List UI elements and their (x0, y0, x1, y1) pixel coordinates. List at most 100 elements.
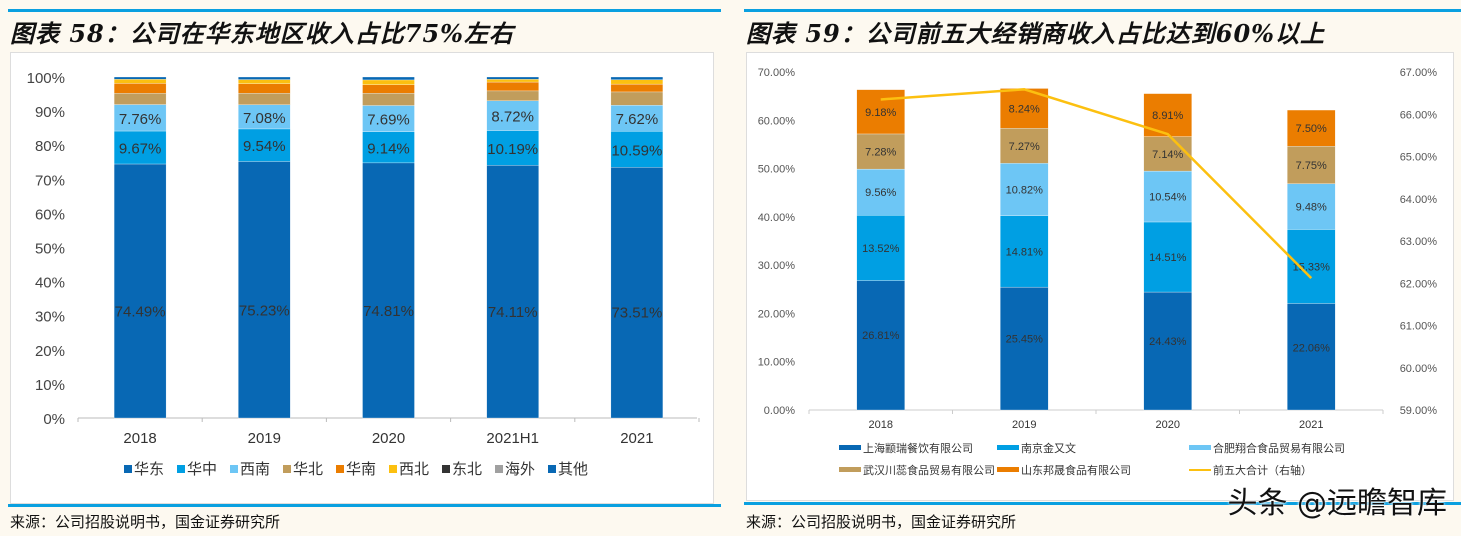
bar-segment (238, 104, 291, 130)
figure-title: 图表 59：公司前五大经销商收入占比达到60%以上 (746, 19, 1325, 48)
bar-segment (1143, 170, 1192, 223)
y-tick-label: 10% (35, 377, 65, 394)
data-label: 10.59% (611, 142, 662, 159)
legend-swatch (177, 465, 185, 473)
bar-segment (1143, 136, 1192, 172)
x-tick-label: 2020 (1156, 419, 1180, 431)
bar-segment (610, 91, 664, 106)
y-tick-label: 30.00% (758, 260, 796, 272)
y-tick-label: 90% (35, 104, 65, 121)
legend-swatch (495, 465, 503, 473)
y-tick-label: 50% (35, 241, 65, 258)
y2-tick-label: 66.00% (1400, 109, 1438, 121)
data-label: 15.33% (1293, 261, 1331, 273)
bar-segment (486, 100, 539, 131)
bar-segment (238, 128, 291, 162)
top-rule (744, 9, 1461, 12)
legend-label: 合肥翔合食品贸易有限公司 (1213, 441, 1345, 455)
data-label: 10.82% (1006, 184, 1044, 196)
y2-tick-label: 62.00% (1400, 278, 1438, 290)
x-tick-label: 2020 (372, 430, 405, 447)
bar-segment (238, 76, 291, 80)
y-tick-label: 50.00% (758, 164, 796, 176)
y-tick-label: 20% (35, 343, 65, 360)
data-label: 7.50% (1296, 123, 1327, 135)
data-label: 24.43% (1149, 336, 1187, 348)
legend-swatch (839, 445, 861, 450)
chart-container: 0.00% 10.00% 20.00% 30.00% 40.00% 50.00% 60.00… (746, 52, 1454, 501)
y-tick-label: 70% (35, 172, 65, 189)
data-label: 7.28% (865, 147, 896, 159)
legend-swatch (997, 445, 1019, 450)
bar-segment (1143, 291, 1192, 411)
y-tick-label: 70.00% (758, 67, 796, 79)
y-tick-label: 20.00% (758, 308, 796, 320)
bar-segment (238, 161, 291, 419)
data-label: 9.18% (865, 107, 896, 119)
bar-segment (1287, 229, 1336, 304)
total-line (880, 88, 1313, 280)
chart-container: 0% 10% 20% 30% 40% 50% 60% 70% 80% 90% 100% 2018 74.… (10, 52, 714, 504)
x-tick-label: 2021 (620, 430, 653, 447)
x-tick-label: 2019 (1012, 419, 1036, 431)
legend-label: 前五大合计（右轴） (1213, 463, 1312, 477)
legend-label: 山东邦晟食品有限公司 (1021, 463, 1131, 477)
y2-tick-label: 67.00% (1400, 67, 1438, 79)
bar-segment (113, 76, 167, 80)
legend-swatch (442, 465, 450, 473)
distributor-revenue-chart: 0.00% 10.00% 20.00% 30.00% 40.00% 50.00% 60.00… (758, 67, 1438, 477)
bar-segment (856, 89, 905, 135)
legend-label: 华南 (346, 461, 376, 478)
data-label: 9.56% (865, 187, 896, 199)
bar-segment (610, 79, 664, 85)
legend-swatch (1189, 445, 1211, 450)
bar-segment (610, 83, 664, 93)
bar-segment (113, 104, 167, 132)
data-label: 25.45% (1006, 333, 1044, 345)
legend-label: 南京金又文 (1021, 441, 1076, 455)
bar-segment (1287, 146, 1336, 184)
bar-segment (486, 76, 539, 80)
bar-segment (362, 105, 415, 132)
bar-segment (1287, 303, 1336, 411)
bar-segment (856, 133, 905, 170)
data-label: 7.14% (1152, 149, 1183, 161)
data-label: 7.76% (119, 111, 162, 128)
bar-segment (1287, 109, 1336, 147)
figure-title: 图表 58：公司在华东地区收入占比75%左右 (10, 19, 514, 48)
x-tick-label: 2021H1 (486, 430, 539, 447)
bar-segment (362, 93, 415, 106)
legend-swatch (230, 465, 238, 473)
data-label: 8.24% (1009, 103, 1040, 115)
x-tick-label: 2018 (123, 430, 156, 447)
y2-tick-label: 65.00% (1400, 152, 1438, 164)
data-label: 7.69% (367, 112, 410, 129)
bar-segment (856, 280, 905, 411)
legend-label: 西南 (240, 461, 270, 478)
bottom-rule (744, 502, 1461, 505)
data-label: 13.52% (862, 243, 900, 255)
source-note: 来源：公司招股说明书，国金证券研究所 (10, 513, 281, 531)
figure-58-panel: 图表 58：公司在华东地区收入占比75%左右 0% 10% 20% 30% 40% 50%… (0, 0, 725, 536)
y-tick-label: 0.00% (764, 405, 795, 417)
legend-swatch (997, 467, 1019, 472)
legend-label: 华东 (134, 461, 164, 478)
legend-swatch (839, 467, 861, 472)
bar-segment (486, 81, 539, 92)
legend-swatch (336, 465, 344, 473)
bar-segment (362, 84, 415, 94)
legend-swatch (389, 465, 397, 473)
y-tick-label: 0% (43, 411, 65, 428)
data-label: 14.81% (1006, 246, 1044, 258)
legend-label: 华北 (293, 461, 323, 478)
bar-segment (113, 93, 167, 105)
data-label: 26.81% (862, 330, 900, 342)
y-tick-label: 30% (35, 309, 65, 326)
x-tick-label: 2021 (1299, 419, 1323, 431)
data-label: 9.67% (119, 141, 162, 158)
legend-label: 其他 (558, 461, 588, 478)
bar-segment (113, 163, 167, 419)
y-tick-label: 60.00% (758, 115, 796, 127)
bar-segment (113, 130, 167, 165)
y-tick-label: 40.00% (758, 212, 796, 224)
